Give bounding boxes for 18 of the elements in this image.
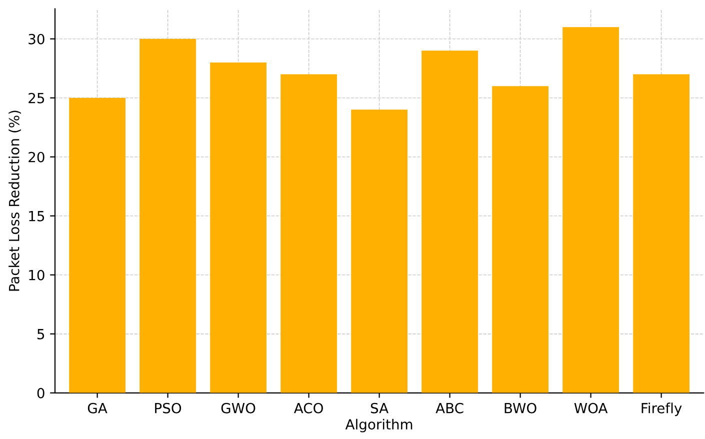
x-tick-label: SA (370, 402, 388, 414)
y-axis-title: Packet Loss Reduction (%) (8, 110, 21, 291)
x-tick-label: ACO (294, 402, 323, 414)
x-tick-label: BWO (504, 402, 536, 414)
x-tick-label: GA (88, 402, 108, 414)
x-tick-label: GWO (221, 402, 256, 414)
y-tick-label: 20 (28, 152, 44, 162)
x-axis-title: Algorithm (345, 418, 412, 432)
x-tick-label: PSO (155, 402, 182, 414)
x-tick-label: WOA (574, 402, 608, 414)
x-tick-label: Firefly (642, 402, 682, 416)
y-tick-label: 0 (37, 388, 44, 398)
y-tick-label: 30 (28, 34, 44, 44)
y-tick-label: 25 (28, 92, 44, 104)
x-tick-label: ABC (436, 402, 464, 414)
y-tick-label: 15 (29, 211, 44, 222)
y-tick-label: 5 (38, 329, 44, 340)
y-tick-label: 10 (29, 270, 44, 280)
